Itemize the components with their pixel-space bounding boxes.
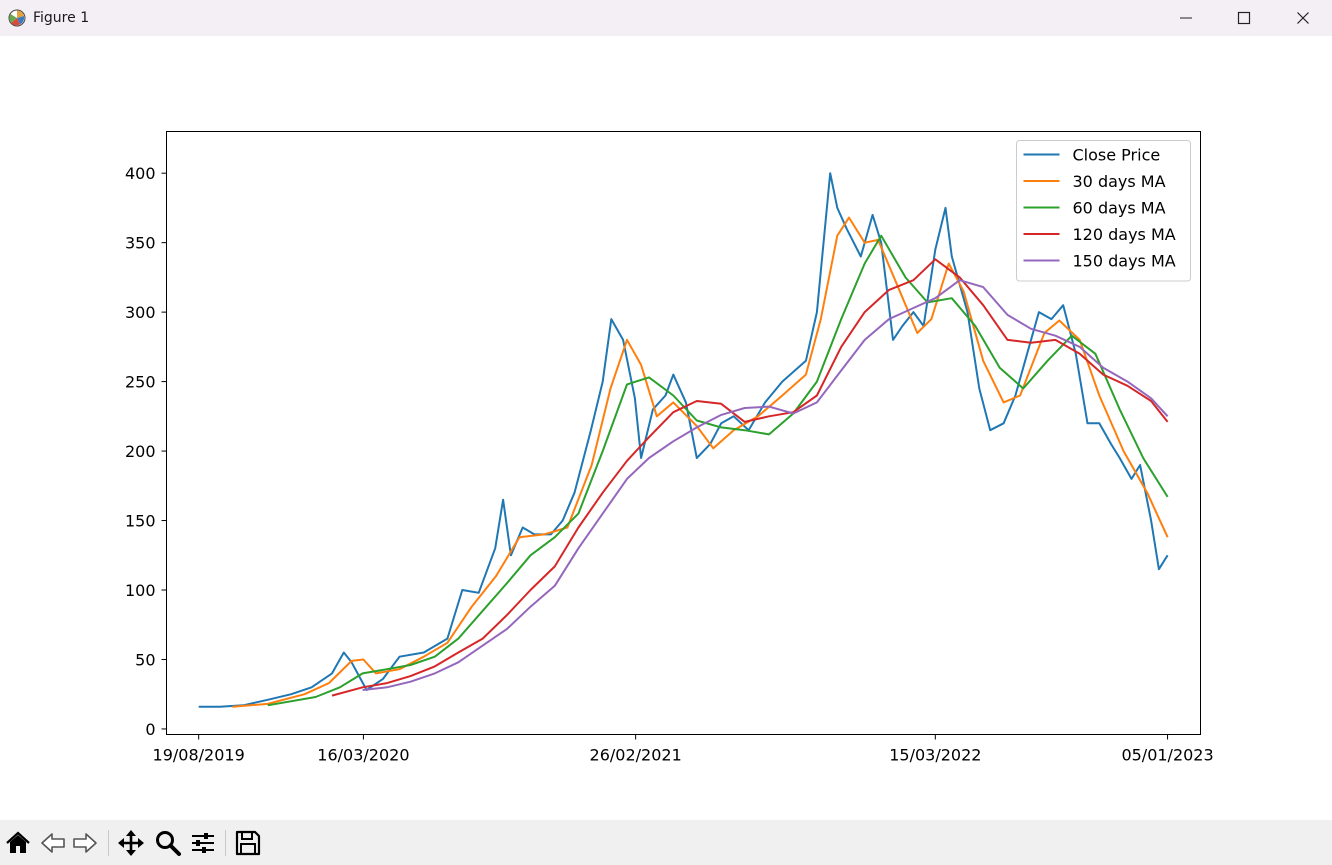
legend-label: 60 days MA [1073, 199, 1166, 218]
home-button[interactable] [3, 828, 33, 858]
y-tick-label: 300 [125, 303, 156, 322]
y-tick-label: 0 [145, 720, 155, 739]
window-titlebar: Figure 1 [0, 0, 1332, 36]
forward-arrow-icon [73, 833, 97, 853]
home-icon [6, 831, 30, 853]
save-icon [235, 830, 261, 856]
y-axis: 0 50 100 150 200 250 300 350 400 [125, 164, 167, 739]
axes-frame [166, 131, 1201, 735]
back-arrow-icon [41, 833, 65, 853]
configure-subplots-button[interactable] [188, 828, 218, 858]
legend-box [1016, 140, 1191, 282]
series-line-2 [267, 234, 1169, 707]
toolbar-separator [108, 830, 109, 856]
y-tick-label: 400 [125, 164, 156, 183]
line-chart: 0 50 100 150 200 250 300 350 400 19/08/2019 16/03… [125, 131, 1214, 765]
pan-button[interactable] [116, 828, 146, 858]
legend-label: 120 days MA [1073, 225, 1176, 244]
toolbar-separator [225, 830, 226, 856]
x-tick-label: 26/02/2021 [590, 746, 682, 765]
zoom-icon [156, 831, 181, 856]
series-line-1 [232, 216, 1169, 708]
maximize-button[interactable] [1215, 0, 1273, 36]
y-tick-label: 100 [125, 581, 156, 600]
series-line-3 [331, 258, 1169, 697]
legend: Close Price 30 days MA 60 days MA 120 days … [1016, 140, 1191, 282]
back-button[interactable] [38, 828, 68, 858]
y-tick-label: 250 [125, 373, 156, 392]
figure-canvas: 0 50 100 150 200 250 300 350 400 19/08/2019 16/03… [0, 36, 1332, 820]
series-lines [198, 172, 1169, 708]
matplotlib-icon [8, 9, 26, 27]
minimize-button[interactable] [1157, 0, 1215, 36]
x-tick-label: 16/03/2020 [317, 746, 409, 765]
series-line-0 [198, 172, 1169, 708]
legend-label: Close Price [1073, 146, 1161, 165]
save-button[interactable] [233, 828, 263, 858]
series-line-4 [362, 279, 1169, 691]
close-icon [1297, 12, 1309, 24]
y-tick-label: 350 [125, 234, 156, 253]
navigation-toolbar [0, 820, 1332, 865]
window-title: Figure 1 [33, 10, 90, 26]
maximize-icon [1237, 11, 1251, 25]
legend-label: 150 days MA [1073, 252, 1176, 271]
y-tick-label: 150 [125, 512, 156, 531]
close-button[interactable] [1274, 0, 1332, 36]
pan-icon [118, 830, 144, 856]
zoom-button[interactable] [153, 828, 183, 858]
legend-label: 30 days MA [1073, 172, 1166, 191]
x-tick-label: 19/08/2019 [153, 746, 245, 765]
forward-button[interactable] [70, 828, 100, 858]
minimize-icon [1180, 17, 1192, 19]
x-tick-label: 15/03/2022 [889, 746, 981, 765]
y-tick-label: 50 [135, 650, 155, 669]
x-axis: 19/08/2019 16/03/2020 26/02/2021 15/03/2022… [153, 734, 1214, 765]
x-tick-label: 05/01/2023 [1121, 746, 1213, 765]
y-tick-label: 200 [125, 442, 156, 461]
configure-subplots-icon [192, 833, 214, 853]
